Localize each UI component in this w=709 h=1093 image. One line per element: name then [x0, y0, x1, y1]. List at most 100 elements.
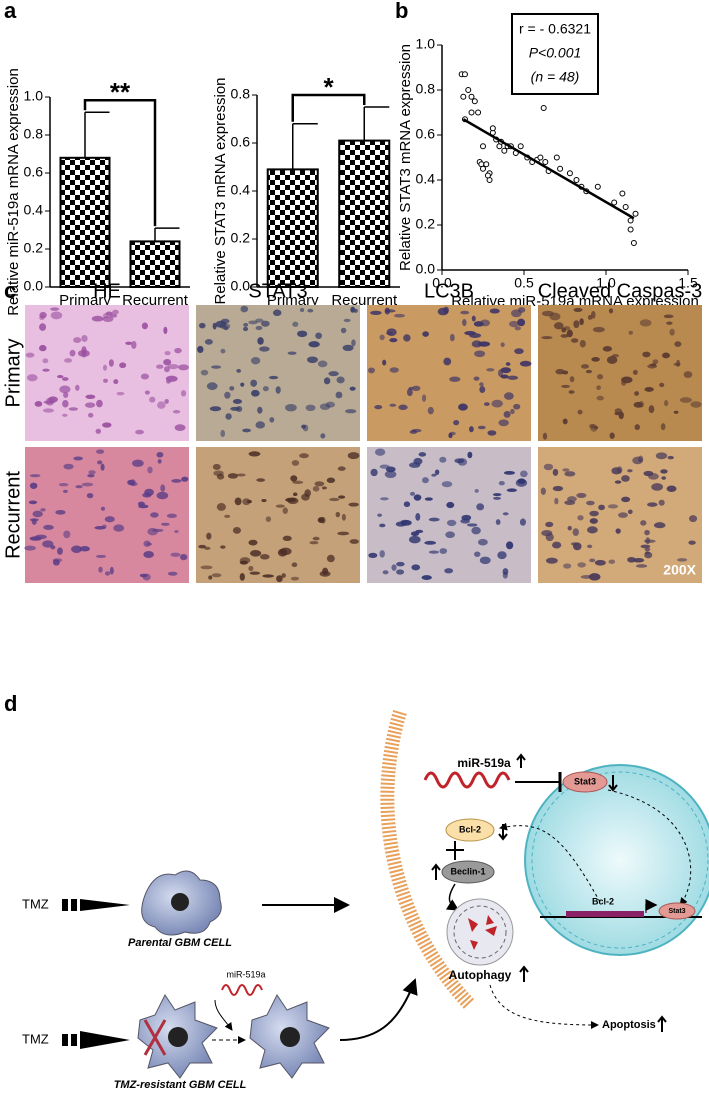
nucleus-stain [505, 362, 511, 366]
membrane [380, 709, 476, 1010]
nucleus-stain [29, 474, 41, 478]
cell-nucleus [168, 1027, 188, 1047]
nucleus-stain [147, 466, 153, 474]
nucleus-stain [142, 573, 151, 581]
nucleus-stain [216, 503, 226, 511]
nucleus-stain [319, 403, 331, 410]
nucleus-stain [415, 529, 424, 534]
nucleus-stain [627, 469, 633, 473]
nucleus-stain [367, 367, 375, 374]
nucleus-stain [618, 512, 628, 518]
nucleus-stain [413, 494, 422, 501]
nucleus-stain [285, 403, 297, 412]
nucleus-stain [32, 510, 43, 518]
point [632, 210, 639, 217]
up-arrow [657, 1015, 667, 1032]
point [480, 165, 486, 172]
nucleus-stain [519, 518, 526, 526]
nucleus-stain [309, 541, 319, 545]
nucleus-stain [248, 565, 254, 572]
up-arrow [516, 753, 526, 768]
nucleus-stain [113, 379, 119, 385]
nucleus-stain [198, 544, 207, 549]
nucleus-stain [140, 373, 150, 380]
nucleus-stain [109, 313, 118, 318]
nucleus-stain [59, 385, 71, 394]
point [573, 177, 580, 183]
x-tick-label: Primary [59, 292, 111, 309]
nucleus-stain [411, 564, 421, 571]
nucleus-stain [290, 475, 298, 482]
nucleus-stain [403, 334, 411, 342]
significance: ** [110, 77, 131, 107]
nucleus-stain [408, 535, 421, 544]
nucleus-stain [689, 515, 698, 523]
nucleus-stain [87, 474, 95, 478]
nucleus-stain [230, 406, 240, 411]
down-arrow [498, 824, 508, 841]
micrograph [196, 305, 360, 441]
micrograph [196, 447, 360, 583]
nucleus-stain [424, 540, 437, 545]
nucleus-stain [664, 400, 669, 407]
nucleus-stain [337, 466, 346, 471]
nucleus-stain [156, 364, 164, 369]
nucleus-stain [91, 315, 104, 322]
nucleus-stain [220, 348, 226, 354]
nucleus-stain [486, 368, 495, 372]
protein-label: Bcl-2 [459, 824, 481, 834]
down-arrow [608, 775, 618, 792]
point [501, 147, 508, 154]
nucleus-stain [342, 344, 354, 352]
nucleus-stain [211, 365, 222, 369]
nucleus-stain [344, 409, 357, 414]
nucleus-stain [248, 320, 258, 325]
point [557, 165, 564, 172]
nucleus-stain [42, 358, 49, 364]
nucleus-stain [43, 524, 54, 530]
nucleus-stain [449, 333, 455, 342]
nucleus-stain [166, 513, 177, 519]
nucleus-stain [125, 341, 133, 345]
y-tick-label: 0.2 [24, 240, 44, 256]
nucleus-stain [143, 551, 154, 559]
nucleus-stain [428, 517, 440, 522]
y-tick-label: 1.0 [24, 88, 44, 104]
nucleus-stain [171, 479, 182, 483]
protein-label: Beclin-1 [450, 866, 485, 876]
nucleus-stain [639, 319, 652, 327]
nucleus-stain [445, 531, 455, 539]
nucleus-stain [224, 391, 231, 399]
nucleus-stain [55, 509, 66, 515]
nucleus-stain [338, 495, 346, 499]
nucleus-stain [281, 573, 286, 578]
significance-bracket [291, 93, 366, 122]
nucleus-stain [219, 322, 231, 330]
nucleus-stain [469, 333, 482, 339]
cell-label: Parental GBM CELL [128, 937, 232, 949]
nucleus-stain [29, 482, 38, 489]
nucleus-stain [616, 466, 623, 474]
nucleus-stain [492, 493, 502, 497]
bar [338, 139, 391, 288]
nucleus-stain [439, 456, 447, 463]
nucleus-stain [609, 432, 615, 439]
gene-label: Bcl-2 [592, 896, 614, 906]
nucleus-stain [627, 509, 633, 515]
nucleus-stain [577, 409, 583, 415]
panel-label: d [4, 691, 17, 716]
nucleus-stain [239, 572, 245, 581]
nucleus-stain [554, 497, 559, 505]
nucleus-stain [268, 375, 279, 380]
nucleus-stain [343, 318, 351, 323]
nucleus-stain [592, 326, 605, 333]
nucleus-stain [307, 308, 314, 313]
nucleus-stain [275, 504, 285, 508]
nucleus-stain [679, 397, 692, 403]
nucleus-stain [39, 315, 45, 321]
nucleus-stain [282, 507, 288, 514]
nucleus-stain [567, 496, 577, 502]
stat3-bound [658, 902, 696, 920]
point [489, 125, 496, 132]
nucleus-stain [391, 564, 397, 571]
